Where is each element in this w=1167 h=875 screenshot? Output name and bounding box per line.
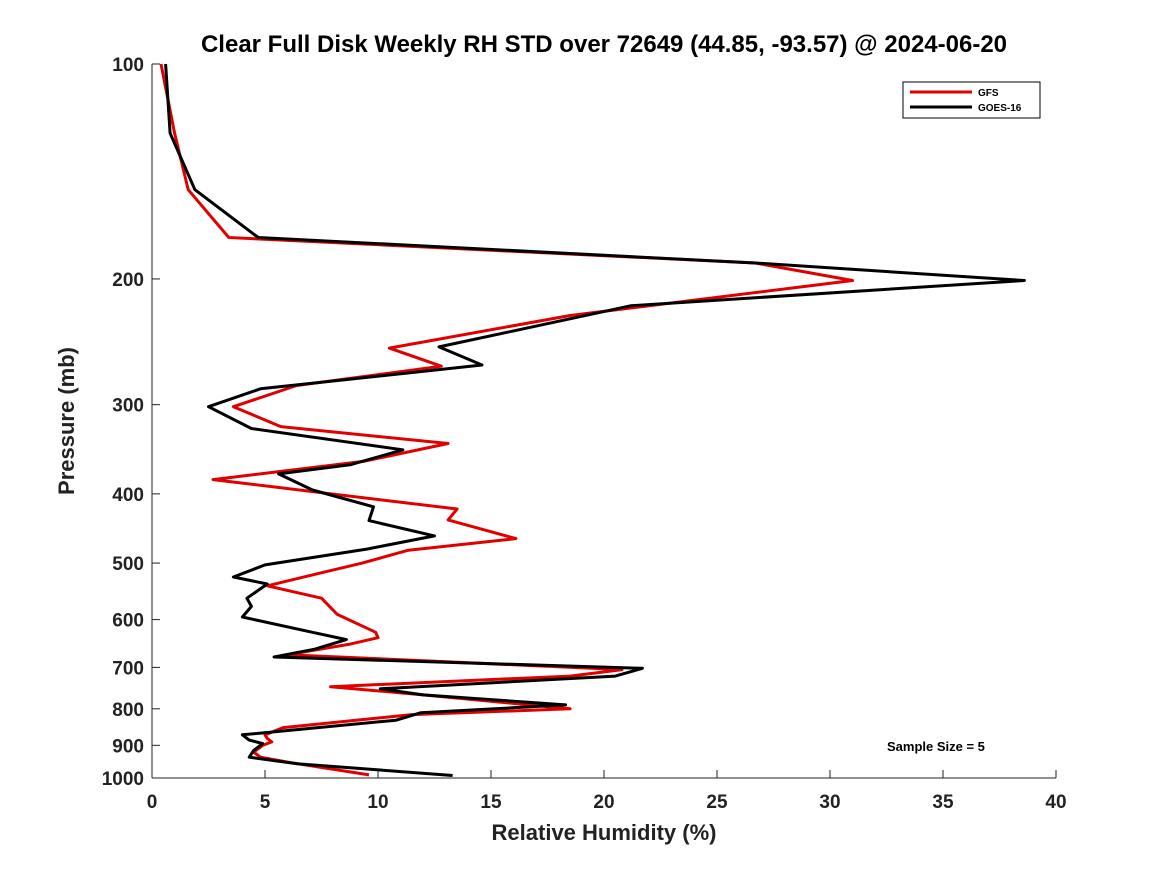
x-tick-label: 10	[367, 792, 388, 813]
x-tick-label: 20	[593, 792, 614, 813]
y-tick-label: 100	[112, 55, 144, 76]
series-line-goes16	[164, 63, 1026, 777]
chart-title: Clear Full Disk Weekly RH STD over 72649…	[201, 31, 1007, 58]
x-tick-label: 40	[1045, 792, 1066, 813]
y-tick-label: 200	[112, 270, 144, 291]
legend-box	[902, 81, 1041, 119]
y-tick-label: 600	[112, 611, 144, 632]
y-tick-label: 700	[112, 658, 144, 679]
legend: GFS GOES-16	[902, 81, 1041, 119]
x-tick-label: 30	[819, 792, 840, 813]
y-tick-label: 500	[112, 554, 144, 575]
sample-size-annotation: Sample Size = 5	[887, 739, 985, 754]
x-tick-label: 35	[932, 792, 954, 813]
x-axis-label: Relative Humidity (%)	[492, 820, 717, 845]
y-axis-label: Pressure (mb)	[54, 347, 79, 495]
y-tick-label: 900	[112, 736, 144, 757]
series-line-gfs	[159, 63, 855, 777]
x-tick-label: 0	[147, 792, 158, 813]
y-tick-label: 800	[112, 700, 144, 721]
legend-label-gfs: GFS	[978, 88, 999, 99]
x-tick-label: 25	[706, 792, 728, 813]
x-tick-label: 5	[260, 792, 271, 813]
y-axis-ticks: 100 200 300 400 500 600 700 800 900 1000	[102, 55, 160, 790]
x-axis-ticks: 0 5 10 15 20 25 30 35 40	[147, 770, 1067, 813]
y-tick-label: 300	[112, 396, 144, 417]
y-tick-label: 400	[112, 485, 144, 506]
legend-label-goes16: GOES-16	[978, 103, 1022, 114]
x-tick-label: 15	[480, 792, 502, 813]
series-layer	[159, 63, 1026, 777]
y-tick-label: 1000	[102, 769, 144, 790]
